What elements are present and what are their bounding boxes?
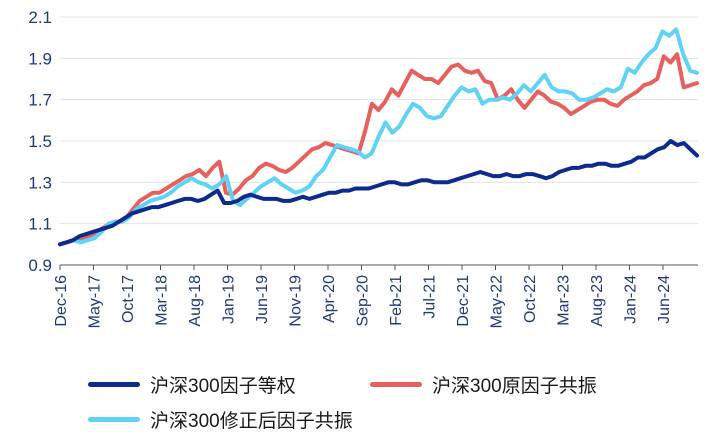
y-tick-label: 2.1 (28, 8, 52, 27)
x-tick-label: Oct-17 (120, 275, 137, 323)
y-tick-label: 1.9 (28, 49, 52, 68)
y-tick-label: 1.3 (28, 173, 52, 192)
x-tick-label: Jul-21 (422, 275, 439, 319)
x-axis-tick-labels: Dec-16 May-17 Oct-17 Mar-18 Aug-18 Jan-19 Jun-… (53, 275, 673, 328)
x-tick-label: Dec-21 (455, 275, 472, 327)
x-axis (59, 264, 698, 270)
x-tick-label: Sep-20 (355, 275, 372, 327)
x-tick-label: Oct-22 (522, 275, 539, 323)
series-line-2 (58, 27, 699, 247)
x-tick-label: Jun-19 (254, 275, 271, 324)
x-tick-label: Jun-24 (656, 275, 673, 324)
x-tick-label: Aug-23 (589, 275, 606, 327)
y-axis-tick-labels: 0.9 1.1 1.3 1.5 1.7 1.9 2.1 (28, 8, 52, 275)
y-tick-label: 1.5 (28, 132, 52, 151)
x-tick-label: Aug-18 (187, 275, 204, 327)
x-tick-label: Apr-20 (321, 275, 338, 323)
y-tick-label: 1.1 (28, 215, 52, 234)
x-tick-label: May-22 (489, 275, 506, 328)
y-tick-label: 1.7 (28, 91, 52, 110)
x-tick-label: Jan-24 (623, 275, 640, 324)
series-line-0 (58, 139, 699, 247)
series-lines (58, 27, 699, 247)
y-tick-label: 0.9 (28, 256, 52, 275)
x-tick-label: Mar-23 (556, 275, 573, 326)
series-line-1 (58, 52, 699, 247)
x-tick-label: Feb-21 (388, 275, 405, 326)
x-tick-label: Dec-16 (53, 275, 70, 327)
x-tick-label: Jan-19 (221, 275, 238, 324)
x-tick-label: Nov-19 (288, 275, 305, 327)
grid-lines (60, 16, 698, 225)
x-tick-label: May-17 (87, 275, 104, 328)
x-tick-label: Mar-18 (154, 275, 171, 326)
